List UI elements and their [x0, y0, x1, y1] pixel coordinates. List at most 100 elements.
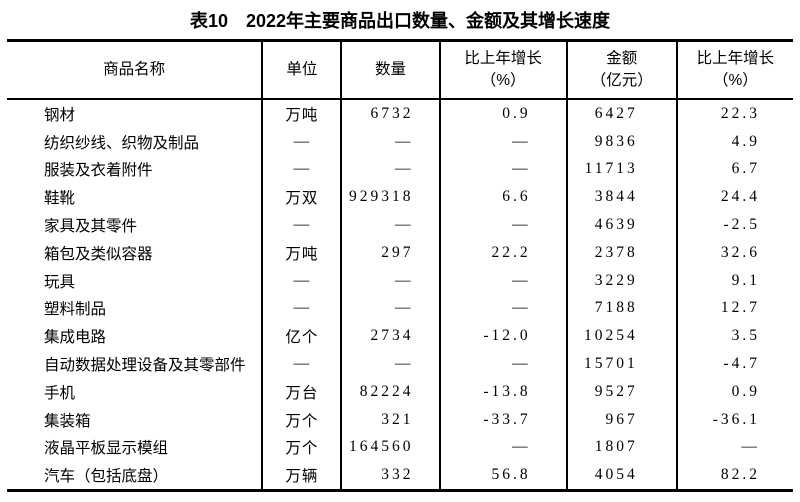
amount-cell: 1807	[566, 433, 678, 462]
quantity-growth-cell: —	[439, 433, 568, 462]
amount-growth-cell: 82.2	[720, 466, 760, 484]
unit-cell: 万个	[262, 433, 343, 462]
commodity-name-cell: 纺织纱线、织物及制品	[7, 127, 264, 156]
export-commodities-table: 商品名称 单位 数量 比上年增长 （%） 金额 （亿元） 比上年增长	[7, 39, 793, 493]
quantity-growth-cell: —	[439, 211, 568, 239]
commodity-name-cell: 塑料制品	[7, 294, 264, 323]
quantity-growth-cell: -13.8	[439, 377, 568, 406]
amount-growth-cell: 3.5	[731, 327, 760, 345]
unit-cell: 亿个	[262, 322, 343, 351]
commodity-name-cell: 家具及其零件	[7, 211, 264, 239]
quantity-growth-cell: 0.9	[439, 99, 568, 128]
quantity-cell: —	[341, 127, 441, 156]
header-sublabel: （亿元）	[590, 72, 653, 89]
unit-cell: 万吨	[262, 99, 343, 128]
table-row: 塑料制品 — — — 7188 12.7	[7, 294, 793, 323]
quantity-growth-cell: —	[439, 294, 568, 323]
header-sublabel: （%）	[713, 72, 758, 89]
header-quantity: 数量	[341, 40, 441, 100]
header-label: 比上年增长	[464, 50, 542, 67]
amount-cell: 3229	[566, 266, 678, 295]
unit-cell: —	[262, 294, 343, 323]
amount-cell: 11713	[566, 155, 678, 184]
header-amount-growth: 比上年增长 （%）	[676, 40, 793, 100]
unit-cell: —	[262, 266, 343, 295]
amount-growth-cell: 12.7	[720, 299, 760, 317]
amount-growth-cell: -36.1	[712, 410, 760, 428]
table-row: 自动数据处理设备及其零部件 — — — 15701 -4.7	[7, 350, 793, 378]
commodity-name-cell: 集成电路	[7, 322, 264, 351]
quantity-cell: —	[341, 294, 441, 323]
header-row: 商品名称 单位 数量 比上年增长 （%） 金额 （亿元） 比上年增长	[7, 40, 793, 100]
amount-growth-cell: 24.4	[720, 188, 760, 206]
commodity-name-cell: 玩具	[7, 266, 264, 295]
quantity-cell: —	[341, 155, 441, 184]
table-row: 手机 万台 82224 -13.8 9527 0.9	[7, 377, 793, 406]
unit-cell: —	[262, 155, 343, 184]
table-row: 箱包及类似容器 万吨 297 22.2 2378 32.6	[7, 238, 793, 267]
unit-cell: 万双	[262, 183, 343, 212]
amount-growth-cell: -4.7	[723, 355, 760, 373]
header-quantity-growth: 比上年增长 （%）	[439, 40, 568, 100]
commodity-name-cell: 鞋靴	[7, 183, 264, 212]
quantity-cell: 332	[341, 461, 441, 491]
table-row: 纺织纱线、织物及制品 — — — 9836 4.9	[7, 127, 793, 156]
table-title: 表10 2022年主要商品出口数量、金额及其增长速度	[189, 11, 611, 31]
quantity-cell: 2734	[341, 322, 441, 351]
table-row: 集成电路 亿个 2734 -12.0 10254 3.5	[7, 322, 793, 351]
quantity-cell: —	[341, 211, 441, 239]
commodity-name-cell: 集装箱	[7, 405, 264, 434]
quantity-growth-cell: —	[439, 127, 568, 156]
amount-cell: 9527	[566, 377, 678, 406]
unit-cell: 万台	[262, 377, 343, 406]
amount-cell: 10254	[566, 322, 678, 351]
commodity-name-cell: 自动数据处理设备及其零部件	[7, 350, 264, 378]
quantity-cell: 297	[341, 238, 441, 267]
quantity-growth-cell: —	[439, 266, 568, 295]
table-row: 鞋靴 万双 929318 6.6 3844 24.4	[7, 183, 793, 212]
header-commodity-name: 商品名称	[7, 40, 264, 100]
table-row: 钢材 万吨 6732 0.9 6427 22.3	[7, 99, 793, 128]
amount-growth-cell: 22.3	[720, 104, 760, 122]
amount-cell: 2378	[566, 238, 678, 267]
header-amount: 金额 （亿元）	[566, 40, 678, 100]
unit-cell: —	[262, 350, 343, 378]
header-label: 商品名称	[103, 61, 166, 78]
amount-cell: 4054	[566, 461, 678, 491]
header-label: 单位	[286, 61, 318, 78]
quantity-growth-cell: -12.0	[439, 322, 568, 351]
header-label: 比上年增长	[696, 50, 775, 67]
commodity-name-cell: 箱包及类似容器	[7, 238, 264, 267]
amount-cell: 7188	[566, 294, 678, 323]
unit-cell: —	[262, 211, 343, 239]
amount-growth-cell: 0.9	[731, 382, 760, 400]
table-row: 汽车（包括底盘） 万辆 332 56.8 4054 82.2	[7, 461, 793, 491]
quantity-cell: —	[341, 350, 441, 378]
quantity-growth-cell: —	[439, 155, 568, 184]
commodity-name-cell: 液晶平板显示模组	[7, 433, 264, 462]
header-sublabel: （%）	[480, 72, 526, 89]
amount-cell: 3844	[566, 183, 678, 212]
quantity-cell: 929318	[341, 183, 441, 212]
amount-cell: 4639	[566, 211, 678, 239]
header-unit: 单位	[262, 40, 343, 100]
unit-cell: 万辆	[262, 461, 343, 491]
unit-cell: 万个	[262, 405, 343, 434]
amount-growth-cell: 6.7	[731, 160, 760, 178]
quantity-cell: 82224	[341, 377, 441, 406]
commodity-name-cell: 手机	[7, 377, 264, 406]
amount-cell: 6427	[566, 99, 678, 128]
header-label: 金额	[606, 50, 638, 67]
table-row: 集装箱 万个 321 -33.7 967 -36.1	[7, 405, 793, 434]
amount-cell: 9836	[566, 127, 678, 156]
commodity-name-cell: 钢材	[7, 99, 264, 128]
quantity-cell: —	[341, 266, 441, 295]
table-header: 商品名称 单位 数量 比上年增长 （%） 金额 （亿元） 比上年增长	[7, 40, 793, 100]
amount-growth-cell: -2.5	[723, 216, 760, 234]
unit-cell: 万吨	[262, 238, 343, 267]
unit-cell: —	[262, 127, 343, 156]
quantity-growth-cell: —	[439, 350, 568, 378]
quantity-growth-cell: 56.8	[439, 461, 568, 491]
amount-cell: 15701	[566, 350, 678, 378]
